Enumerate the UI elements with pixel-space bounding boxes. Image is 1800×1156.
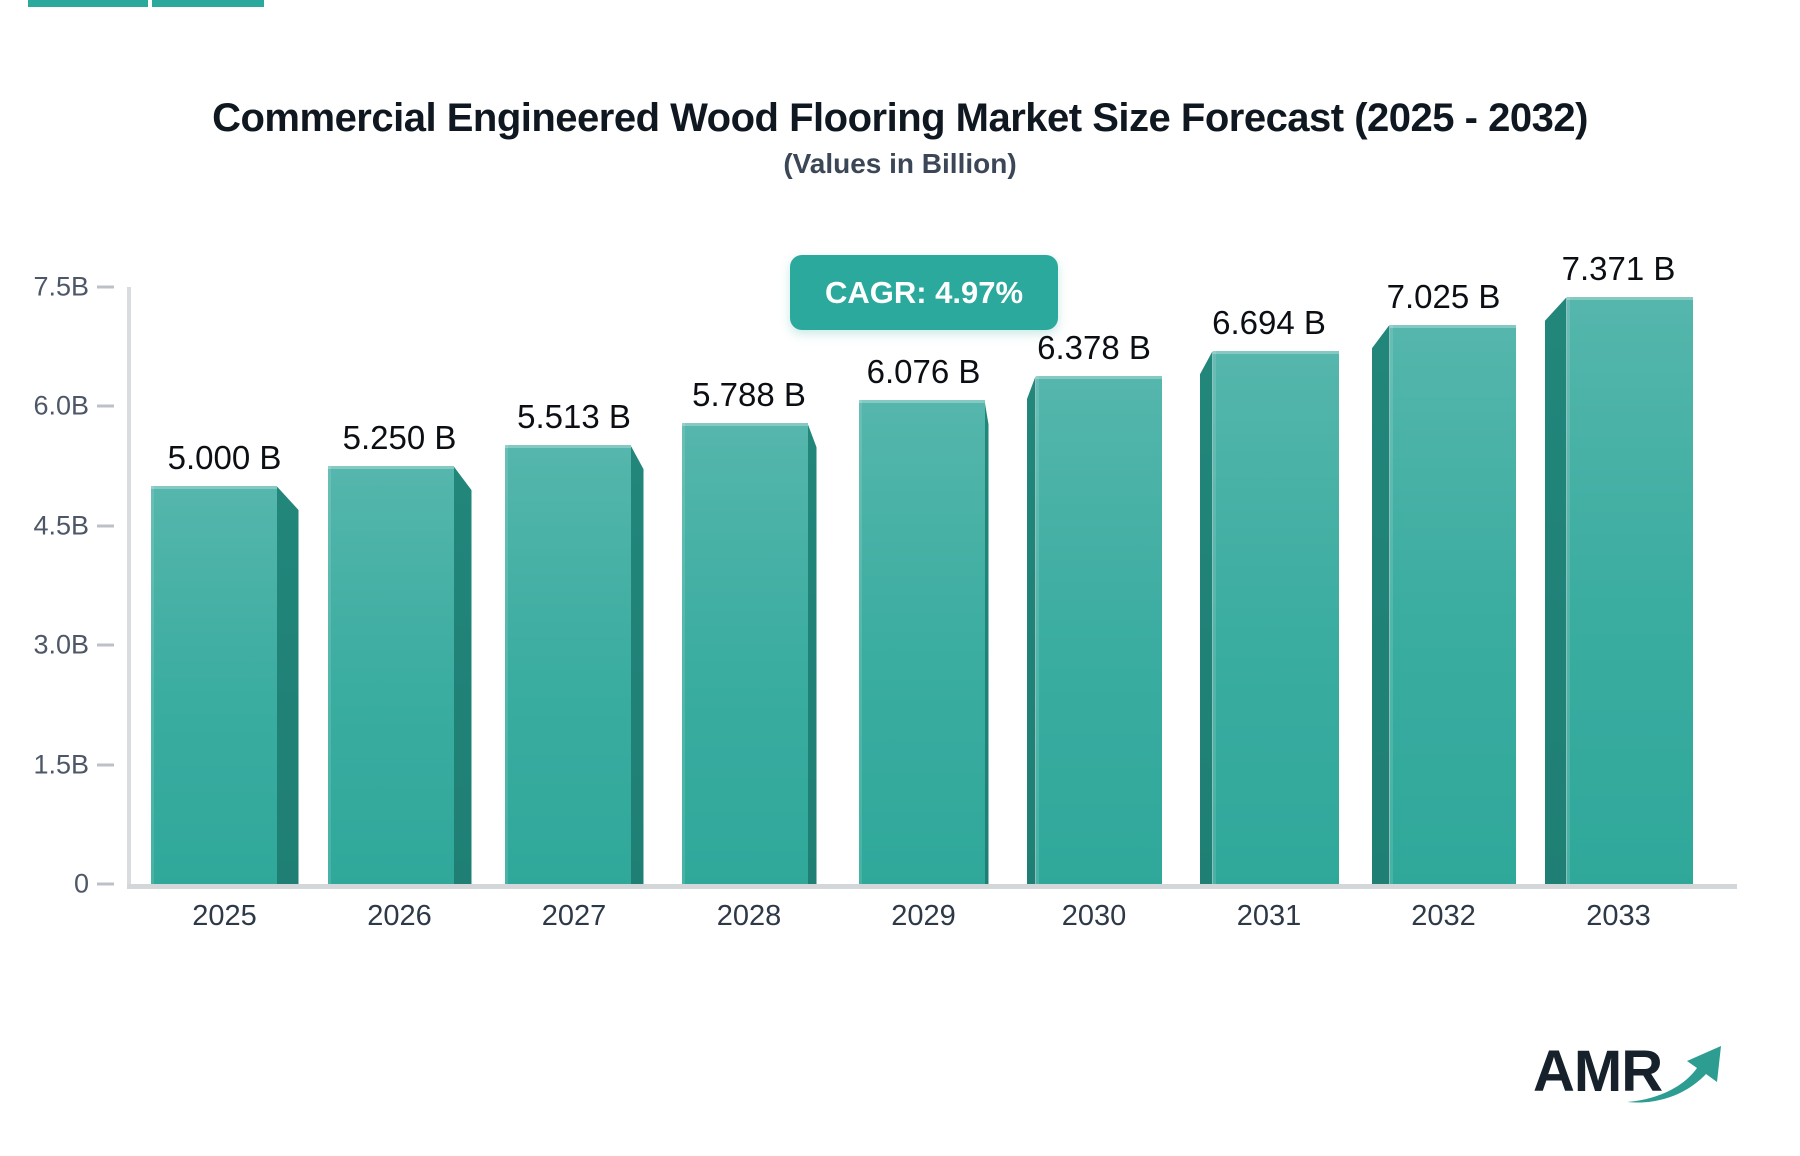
y-axis-label: 4.5B [33, 510, 89, 541]
bar-side-face [984, 400, 989, 884]
x-axis-label: 2032 [1411, 900, 1476, 932]
bar-face [1212, 351, 1339, 884]
top-edge-artifact [152, 0, 264, 7]
bar-2031: 6.694 B [1199, 304, 1339, 884]
bar-value-label: 7.371 B [1561, 250, 1676, 288]
bar-2029: 6.076 B [858, 353, 989, 884]
bar-face [504, 445, 631, 884]
bar-face [1566, 297, 1693, 884]
bar-face [1389, 324, 1516, 884]
bar-value-label: 6.694 B [1212, 304, 1326, 342]
x-axis-label: 2033 [1586, 900, 1651, 932]
bar-2025: 5.000 B [150, 439, 299, 884]
y-axis-tick [97, 404, 114, 408]
chart-subtitle: (Values in Billion) [783, 148, 1017, 179]
bar-face [1035, 376, 1162, 884]
x-axis-label: 2028 [716, 900, 782, 932]
y-axis-tick [97, 882, 114, 886]
y-axis-label: 6.0B [33, 390, 89, 421]
bar-side-face [807, 423, 817, 884]
bar-value-label: 6.378 B [1037, 329, 1151, 367]
y-axis-tick [97, 524, 114, 528]
bar-2028: 5.788 B [681, 376, 817, 884]
bar-2027: 5.513 B [504, 398, 644, 884]
amr-logo: AMR [1533, 1030, 1723, 1115]
bar-value-label: 5.513 B [517, 398, 631, 436]
bar-side-face [1026, 376, 1036, 884]
bar-face [858, 400, 985, 884]
x-axis-line [127, 884, 1737, 889]
y-axis-label: 0 [73, 868, 89, 899]
chart-title: Commercial Engineered Wood Flooring Mark… [212, 96, 1588, 140]
cagr-badge-label: CAGR: 4.97% [824, 274, 1024, 310]
bar-value-label: 5.000 B [167, 439, 282, 476]
y-axis-label: 7.5B [33, 271, 89, 302]
x-axis-label: 2030 [1061, 900, 1127, 932]
bar-2033: 7.371 B [1544, 250, 1693, 884]
top-edge-artifact [28, 0, 148, 7]
bar-value-label: 7.025 B [1386, 277, 1501, 315]
bar-side-face [630, 445, 644, 884]
bar-value-label: 6.076 B [866, 353, 981, 391]
bar-side-face [1371, 324, 1390, 884]
cagr-badge: CAGR: 4.97% [790, 255, 1058, 330]
amr-logo-text: AMR [1533, 1039, 1663, 1104]
x-axis-label: 2031 [1236, 900, 1302, 932]
bar-value-label: 5.250 B [342, 419, 457, 457]
bar-face [150, 486, 277, 884]
y-axis-label: 1.5B [33, 749, 89, 780]
y-axis-label: 3.0B [33, 629, 89, 660]
bar-2026: 5.250 B [327, 419, 472, 884]
x-axis-label: 2026 [367, 900, 432, 932]
bar-face [681, 423, 808, 884]
bar-side-face [1544, 297, 1567, 884]
plot-area: 5.000 B 2025 5.250 B 2026 5.513 B 2027 5.788 B… [33, 250, 1737, 932]
growth-arrow-icon [1627, 1046, 1721, 1103]
y-axis-tick [97, 763, 114, 767]
y-axis-line [127, 287, 131, 884]
x-axis-label: 2027 [541, 900, 607, 932]
bar-side-face [453, 466, 472, 884]
bar-face [327, 466, 454, 884]
bar-side-face [276, 486, 299, 884]
x-axis-label: 2025 [192, 900, 257, 932]
bar-2032: 7.025 B [1371, 278, 1516, 884]
y-axis-tick [97, 643, 114, 647]
bar-2030: 6.378 B [1026, 329, 1162, 884]
x-axis-label: 2029 [891, 900, 956, 932]
y-axis-tick [97, 285, 114, 289]
bar-side-face [1199, 351, 1213, 884]
bar-value-label: 5.788 B [692, 376, 806, 414]
